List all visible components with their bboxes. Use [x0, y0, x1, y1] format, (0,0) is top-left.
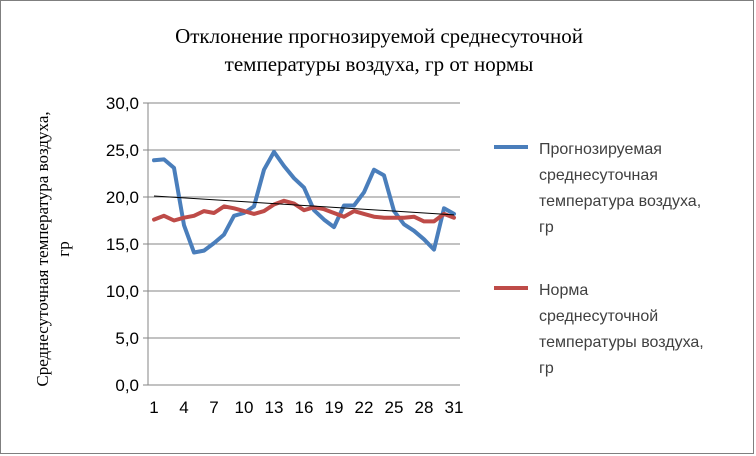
- axes: [143, 102, 460, 386]
- x-tick-label: 31: [445, 398, 464, 417]
- chart-title: Отклонение прогнозируемой среднесуточной…: [175, 24, 583, 76]
- x-tick-label: 16: [295, 398, 314, 417]
- x-tick-label: 10: [235, 398, 254, 417]
- y-tick-label: 15,0: [106, 235, 139, 254]
- x-tick-label: 25: [385, 398, 404, 417]
- legend-label-norm-line-1: Норма: [539, 282, 588, 299]
- legend-label-forecast-line-4: гр: [539, 219, 554, 236]
- legend-label-forecast-line-1: Прогнозируемая: [539, 141, 662, 158]
- x-tick-label: 28: [415, 398, 434, 417]
- y-tick-labels: 0,0 5,0 10,0 15,0 20,0 25,0 30,0: [106, 94, 139, 395]
- x-tick-label: 19: [325, 398, 344, 417]
- x-tick-labels: 1 4 7 10 13 16 19 22 25 28 31: [149, 398, 463, 417]
- legend: Прогнозируемая среднесуточная температур…: [494, 141, 704, 377]
- chart-title-line-2: температуры воздуха, гр от нормы: [225, 52, 534, 76]
- y-tick-label: 0,0: [115, 376, 139, 395]
- x-tick-label: 7: [209, 398, 218, 417]
- legend-label-norm-line-3: температуры воздуха,: [539, 334, 704, 351]
- y-axis-label-line-2: гр: [54, 241, 73, 256]
- x-tick-label: 1: [149, 398, 158, 417]
- x-tick-label: 4: [179, 398, 188, 417]
- y-tick-label: 20,0: [106, 188, 139, 207]
- y-axis-label-line-1: Среднесуточная температура воздуха,: [33, 111, 52, 386]
- y-tick-label: 30,0: [106, 94, 139, 113]
- legend-label-forecast-line-3: температура воздуха,: [539, 193, 701, 210]
- trendline-line: [153, 195, 455, 216]
- y-tick-label: 25,0: [106, 141, 139, 160]
- series-lines: [152, 149, 456, 255]
- x-tick-label: 13: [265, 398, 284, 417]
- legend-entry-forecast: Прогнозируемая среднесуточная температур…: [494, 141, 701, 236]
- legend-entry-norm: Норма среднесуточной температуры воздуха…: [494, 282, 704, 377]
- x-tick-label: 22: [355, 398, 374, 417]
- series-line-forecast: [152, 149, 456, 255]
- legend-label-norm-line-4: гр: [539, 360, 554, 377]
- trendline: [153, 195, 455, 216]
- legend-label-forecast-line-2: среднесуточная: [539, 167, 658, 184]
- y-tick-label: 10,0: [106, 282, 139, 301]
- chart-title-line-1: Отклонение прогнозируемой среднесуточной: [175, 24, 583, 48]
- legend-label-norm-line-2: среднесуточной: [539, 308, 658, 325]
- series-line-norm: [152, 198, 456, 224]
- grid-lines: [148, 102, 460, 339]
- y-axis-label: Среднесуточная температура воздуха, гр: [33, 111, 73, 386]
- y-tick-label: 5,0: [115, 329, 139, 348]
